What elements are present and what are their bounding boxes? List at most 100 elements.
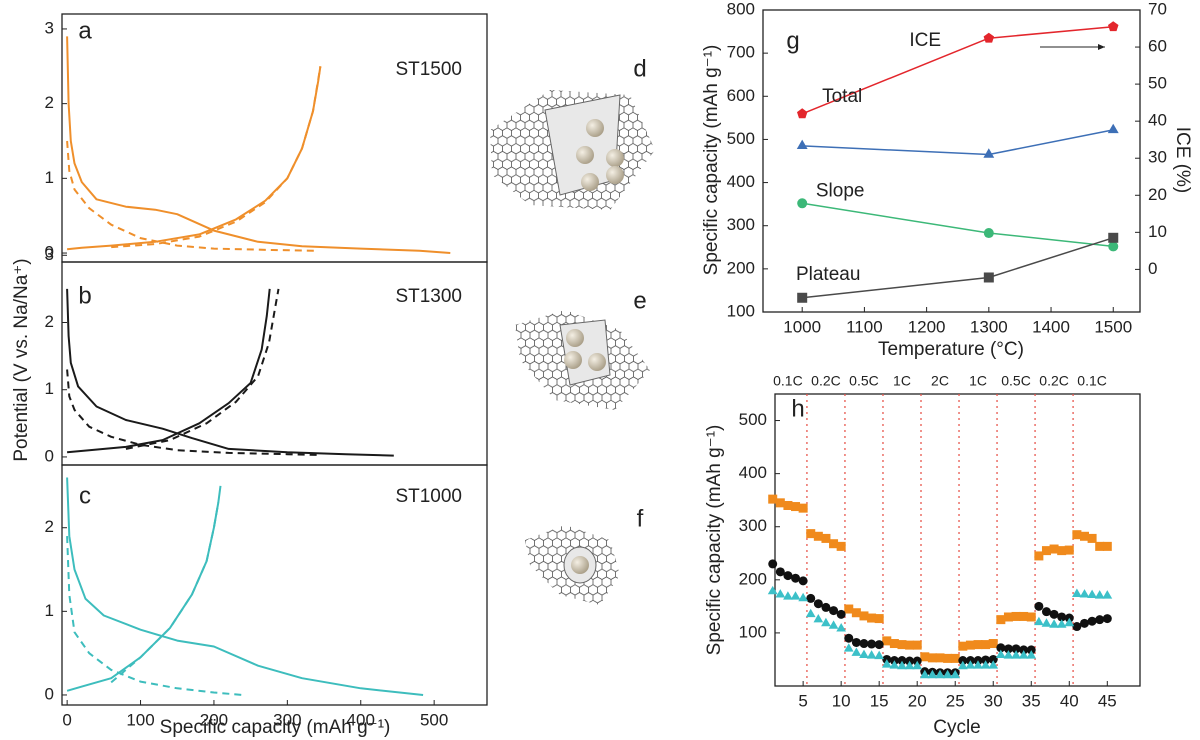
rate-label: 2C <box>931 373 949 389</box>
y-tick-label: 400 <box>739 463 767 482</box>
marker <box>806 529 816 539</box>
marker <box>1108 241 1119 252</box>
marker <box>1011 611 1021 621</box>
marker <box>806 593 816 603</box>
y-tick-label: 800 <box>727 0 755 18</box>
y-axis-label: Potential (V vs. Na/Na⁺) <box>11 258 32 461</box>
marker <box>867 613 877 623</box>
x-tick-label: 5 <box>798 691 807 710</box>
marker <box>981 640 991 650</box>
marker <box>796 139 808 149</box>
marker <box>897 660 907 670</box>
x-axis-label: Temperature (°C) <box>878 339 1024 360</box>
marker <box>920 652 930 662</box>
marker <box>775 567 785 577</box>
panel-letter: h <box>791 395 804 422</box>
series-line <box>66 485 222 692</box>
marker <box>897 640 907 650</box>
marker <box>1011 644 1021 654</box>
y2-tick-label: 30 <box>1148 148 1167 167</box>
y-tick-label: 0 <box>45 446 54 465</box>
y2-tick-label: 40 <box>1148 111 1167 130</box>
marker <box>1026 612 1036 622</box>
marker <box>1034 601 1044 611</box>
marker <box>1108 232 1119 243</box>
y-tick-label: 500 <box>739 410 767 429</box>
marker <box>867 639 877 649</box>
marker <box>1079 531 1089 541</box>
y-tick-label: 0 <box>45 243 54 262</box>
marker <box>904 660 915 670</box>
marker <box>1072 530 1082 540</box>
marker <box>783 500 793 510</box>
x-axis-label: Cycle <box>933 717 981 738</box>
series-line <box>66 477 424 696</box>
marker <box>844 633 854 643</box>
panel-letter: f <box>637 505 644 532</box>
marker <box>828 620 839 629</box>
marker <box>797 198 808 209</box>
x-tick-label: 1000 <box>783 317 821 336</box>
marker <box>1064 617 1075 627</box>
marker <box>1079 618 1089 628</box>
x-tick-label: 1300 <box>970 317 1008 336</box>
marker <box>1095 615 1105 625</box>
marker <box>1041 618 1052 627</box>
marker <box>1064 545 1074 555</box>
x-tick-label: 1200 <box>908 317 946 336</box>
axes-frame <box>61 13 488 263</box>
marker <box>912 640 922 650</box>
marker <box>996 649 1006 658</box>
marker <box>1079 589 1090 598</box>
sample-label: ST1000 <box>395 486 462 507</box>
marker <box>958 656 968 666</box>
marker <box>1057 612 1067 622</box>
y-tick-label: 3 <box>45 245 54 264</box>
x-tick-label: 200 <box>200 710 228 729</box>
marker <box>996 643 1006 653</box>
marker <box>1049 619 1059 628</box>
y2-tick-label: 20 <box>1148 185 1167 204</box>
series-line <box>67 288 271 454</box>
series-line <box>802 129 1114 156</box>
marker <box>983 32 995 43</box>
marker <box>821 617 831 627</box>
marker <box>1102 614 1112 624</box>
marker <box>996 615 1006 625</box>
marker <box>797 292 808 303</box>
marker <box>836 609 846 619</box>
marker <box>958 641 968 651</box>
marker <box>821 533 831 543</box>
y-tick-label: 100 <box>727 301 755 320</box>
marker <box>1041 607 1051 617</box>
marker <box>1072 622 1082 632</box>
y2-axis-label: ICE (%) <box>1172 127 1193 194</box>
marker <box>1011 650 1021 659</box>
marker <box>859 649 869 658</box>
series-name: ICE <box>909 30 941 51</box>
series-line <box>110 502 220 684</box>
marker <box>897 656 907 666</box>
series-line <box>802 202 1114 248</box>
y-tick-label: 2 <box>45 517 54 536</box>
marker <box>813 614 824 623</box>
marker <box>965 660 976 669</box>
series-name: Plateau <box>796 264 860 285</box>
marker <box>791 573 801 583</box>
y-tick-label: 700 <box>727 43 755 62</box>
x-tick-label: 40 <box>1060 691 1079 710</box>
marker <box>874 614 884 624</box>
rate-label: 1C <box>893 373 911 389</box>
marker <box>973 640 983 650</box>
y-tick-label: 500 <box>727 129 755 148</box>
marker <box>912 660 923 670</box>
marker <box>813 599 823 609</box>
marker <box>874 640 884 650</box>
y-tick-label: 100 <box>739 622 767 641</box>
x-tick-label: 1500 <box>1094 317 1132 336</box>
marker <box>965 640 975 650</box>
series-line <box>66 36 451 254</box>
marker <box>859 611 869 621</box>
rate-label: 0.1C <box>773 373 803 389</box>
